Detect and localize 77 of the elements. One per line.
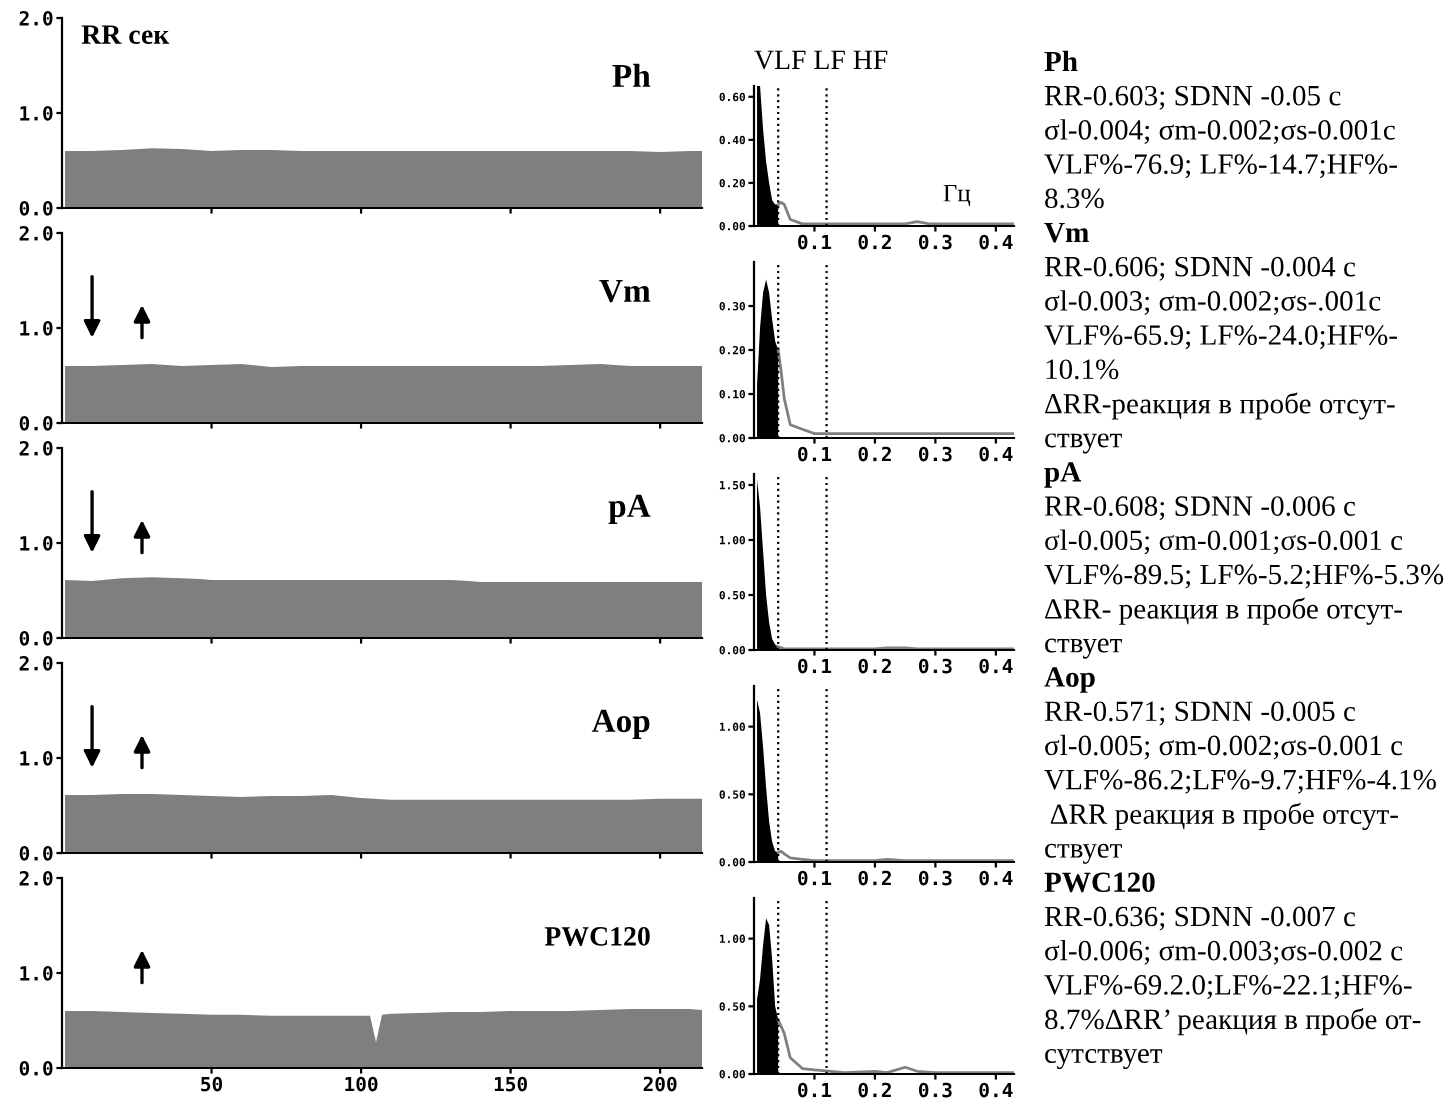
text: Ph — [612, 63, 651, 87]
x-tick-label: 0.2 — [858, 446, 891, 462]
y-tick-label: 2.0 — [19, 655, 53, 671]
y-tick-label: 0.0 — [19, 415, 53, 431]
x-tick-label: 0.3 — [919, 446, 952, 462]
text: RR-0.606; SDNN -0.004 с — [1044, 256, 1356, 281]
x-tick-label: 0.3 — [919, 1082, 952, 1098]
text: PWC120 — [1044, 872, 1155, 893]
y-tick-label: 2.0 — [19, 440, 53, 456]
y-tick-label: 1.0 — [20, 320, 53, 336]
x-tick-label: 0.4 — [979, 446, 1013, 462]
text: VLF%-76.9; LF%-14.7;HF%- — [1044, 154, 1397, 179]
text: pA — [608, 494, 651, 524]
x-tick-label: 0.1 — [798, 1082, 832, 1098]
x-tick-label: 0.1 — [798, 234, 832, 250]
text: σl-0.005; σm-0.001;σs-0.001 с — [1045, 529, 1403, 555]
y-tick-label: 1.0 — [20, 965, 53, 981]
x-tick-label: 0.3 — [919, 234, 952, 250]
text: Aop — [591, 709, 650, 739]
text: ствует — [1045, 638, 1122, 659]
text: PWC120 — [544, 927, 650, 946]
x-tick-label: 0.2 — [858, 870, 891, 886]
x-tick-label: 100 — [345, 1076, 378, 1092]
x-tick-label: 200 — [643, 1076, 677, 1092]
x-tick-label: 50 — [201, 1076, 223, 1092]
x-tick-label: 0.4 — [979, 234, 1013, 250]
y-tick-label: 0.0 — [19, 845, 53, 861]
y-tick-label: 1.0 — [20, 535, 53, 551]
x-tick-label: 0.1 — [798, 870, 832, 886]
text: RR-0.608; SDNN -0.006 с — [1044, 496, 1356, 521]
text: VLF LF HF — [754, 50, 888, 70]
text: σl-0.003; σm-0.002;σs-.001с — [1045, 290, 1381, 315]
text: Aop — [1044, 667, 1095, 693]
y-tick-label: 0.0 — [19, 630, 53, 646]
x-tick-label: 0.1 — [798, 658, 832, 674]
text: σl-0.006; σm-0.003;σs-0.002 с — [1045, 939, 1403, 965]
x-tick-label: 0.4 — [979, 1082, 1013, 1098]
text: 8.3% — [1045, 188, 1104, 209]
text: VLF%-86.2;LF%-9.7;HF%-4.1% — [1044, 769, 1436, 794]
y-tick-label: 1.0 — [20, 750, 53, 766]
text: VLF%-65.9; LF%-24.0;HF%- — [1044, 325, 1397, 350]
text: Ph — [1044, 50, 1078, 72]
text: σl-0.005; σm-0.002;σs-0.001 с — [1045, 734, 1403, 760]
text: σl-0.004; σm-0.002;σs-0.001с — [1045, 119, 1395, 144]
y-tick-label: 1.0 — [20, 105, 53, 121]
x-tick-label: 0.2 — [858, 234, 891, 250]
text: ΔRR-реакция в пробе отсут- — [1045, 392, 1395, 420]
y-tick-label: 0.0 — [19, 1060, 53, 1076]
x-tick-label: 0.3 — [919, 870, 952, 886]
text: ΔRR реакция в пробе отсут- — [1050, 802, 1398, 830]
y-tick-label: 2.0 — [19, 870, 53, 886]
x-tick-label: 0.2 — [858, 1082, 891, 1098]
text: VLF%-89.5; LF%-5.2;HF%-5.3% — [1044, 564, 1444, 589]
y-tick-label: 2.0 — [19, 225, 53, 241]
text: RR-0.603; SDNN -0.05 с — [1044, 85, 1341, 110]
text: 8.7%ΔRR’ реакция в пробе от- — [1045, 1008, 1421, 1036]
x-tick-label: 0.2 — [858, 658, 891, 674]
x-tick-label: 0.4 — [979, 658, 1013, 674]
x-axis-title: Гц — [943, 184, 971, 207]
text: ствует — [1045, 843, 1122, 864]
x-tick-label: 0.4 — [979, 870, 1013, 886]
y-tick-label: 0.0 — [19, 200, 53, 216]
annotation: RR сек — [81, 25, 170, 44]
x-tick-label: 150 — [494, 1076, 527, 1092]
text: ΔRR- реакция в пробе отсут- — [1045, 597, 1402, 625]
text: 10.1% — [1046, 359, 1119, 380]
text: ствует — [1045, 433, 1122, 454]
text: pA — [1044, 462, 1082, 488]
text: RR-0.571; SDNN -0.005 с — [1044, 701, 1356, 726]
text: сутствует — [1045, 1048, 1163, 1070]
text: Vm — [599, 279, 651, 303]
x-tick-label: 0.1 — [798, 446, 832, 462]
text: VLF%-69.2.0;LF%-22.1;HF%- — [1044, 975, 1412, 999]
y-tick-label: 2.0 — [19, 10, 53, 26]
text: Vm — [1044, 222, 1089, 243]
text: RR-0.636; SDNN -0.007 с — [1044, 906, 1356, 931]
x-tick-label: 0.3 — [919, 658, 952, 674]
